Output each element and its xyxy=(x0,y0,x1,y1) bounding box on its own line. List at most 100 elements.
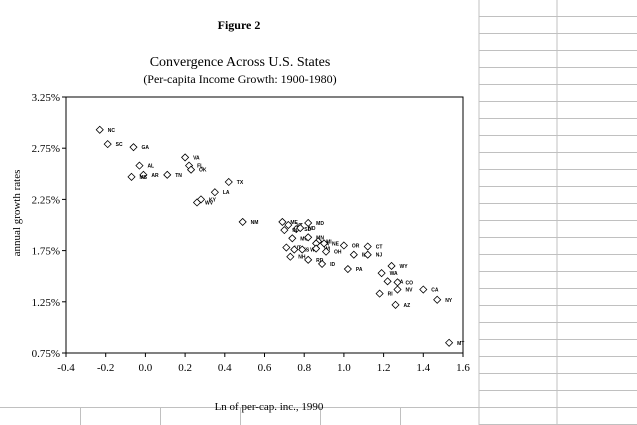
data-point-marker xyxy=(343,264,352,274)
x-axis: -0.4 -0.2 0.0 0.2 0.4 0.6 0.8 1.0 1.2 1.4 1.6 xyxy=(57,353,470,374)
data-point-label: CO xyxy=(405,280,413,286)
data-point-marker xyxy=(419,285,428,294)
data-point-marker xyxy=(296,224,305,233)
data-point-label: MN xyxy=(316,235,324,241)
data-point-label: SD xyxy=(304,227,311,233)
data-point-marker xyxy=(304,218,313,228)
data-point-label: IL xyxy=(362,253,366,259)
data-point-marker xyxy=(278,217,287,226)
data-point-label: NE xyxy=(332,241,340,247)
data-point-marker xyxy=(284,220,293,230)
y-tick-label: 2.75% xyxy=(32,143,60,155)
chart-title: Convergence Across U.S. States xyxy=(150,55,331,70)
data-point-label: VA xyxy=(193,155,200,161)
data-point-marker xyxy=(288,234,297,243)
data-point-label: WA xyxy=(390,271,398,277)
data-point-marker xyxy=(238,217,247,226)
x-tick-label: 1.6 xyxy=(456,362,470,374)
data-point-marker xyxy=(210,188,219,197)
data-point-label: NY xyxy=(445,298,453,304)
data-point-marker xyxy=(186,165,196,174)
data-point-label: FL xyxy=(197,164,203,170)
data-point-marker xyxy=(135,161,144,170)
data-point-marker xyxy=(181,153,190,162)
data-point-label: NV xyxy=(405,288,413,294)
data-point-label: IN xyxy=(292,228,297,234)
data-point-marker xyxy=(298,245,307,254)
data-point-marker xyxy=(433,295,442,304)
data-point-marker xyxy=(387,261,396,271)
data-point-marker xyxy=(103,140,112,149)
chart-subtitle: (Per-capita Income Growth: 1900-1980) xyxy=(143,72,336,86)
x-tick-label: 0.6 xyxy=(258,362,272,374)
data-point-label: MS xyxy=(140,175,148,181)
data-point-label: WV xyxy=(205,200,214,206)
data-point-label: PA xyxy=(356,267,363,273)
y-tick-label: 1.25% xyxy=(32,297,60,309)
data-point-marker xyxy=(317,259,327,268)
data-point-marker xyxy=(224,177,233,187)
data-point-marker xyxy=(304,233,313,242)
figure-label: Figure 2 xyxy=(218,18,261,32)
x-tick-label: 0.8 xyxy=(297,362,311,374)
data-point-label: CA xyxy=(431,288,439,294)
x-tick-label: 0.4 xyxy=(218,362,232,374)
data-point-label: NM xyxy=(251,220,259,226)
data-point-label: MI xyxy=(326,239,332,245)
data-point-label: NC xyxy=(108,128,116,134)
data-point-label: NJ xyxy=(376,253,383,259)
x-tick-label: -0.4 xyxy=(57,362,75,374)
data-point-marker xyxy=(363,242,372,251)
x-tick-label: 1.2 xyxy=(377,362,391,374)
data-point-label: OK xyxy=(199,168,207,174)
data-point-label: KY xyxy=(209,197,217,203)
y-tick-label: 2.25% xyxy=(32,194,60,206)
scatter-points: NCSCGAALARMSTNVAFLOKTXLAKYWVNMMEVTSDNDIN… xyxy=(95,125,464,347)
y-axis: 0.75% 1.25% 1.75% 2.25% 2.75% 3.25% xyxy=(32,92,66,360)
data-point-label: AR xyxy=(151,173,159,179)
data-point-marker xyxy=(129,143,138,152)
y-axis-label: annual growth rates xyxy=(11,170,23,257)
data-point-marker xyxy=(363,250,372,259)
data-point-marker xyxy=(286,252,295,261)
data-point-label: ND xyxy=(308,226,316,232)
x-tick-label: 0.0 xyxy=(139,362,153,374)
data-point-marker xyxy=(319,239,329,248)
data-point-label: MD xyxy=(316,221,324,227)
data-point-label: UT xyxy=(294,246,301,252)
data-point-marker xyxy=(375,289,384,298)
data-point-marker xyxy=(282,243,291,252)
data-point-label: OH xyxy=(334,250,342,256)
data-point-marker xyxy=(163,170,172,179)
data-point-marker xyxy=(321,247,331,256)
data-point-marker xyxy=(312,244,321,253)
data-point-marker xyxy=(383,277,392,286)
plot-frame xyxy=(65,96,464,354)
data-point-label: TX xyxy=(237,180,244,186)
data-point-label: TN xyxy=(175,173,182,179)
data-point-label: LA xyxy=(223,190,230,196)
x-axis-label: Ln of per-cap. inc., 1990 xyxy=(215,401,324,413)
x-tick-label: -0.2 xyxy=(97,362,114,374)
data-point-label: AZ xyxy=(404,303,411,309)
data-point-marker xyxy=(290,245,299,254)
data-point-label: GA xyxy=(141,145,149,151)
data-point-marker xyxy=(192,198,202,207)
data-point-label: OR xyxy=(352,243,360,249)
data-point-marker xyxy=(339,241,348,250)
x-tick-label: 0.2 xyxy=(178,362,192,374)
data-point-label: WY xyxy=(400,264,409,270)
data-point-marker xyxy=(393,285,402,294)
y-tick-label: 3.25% xyxy=(32,92,60,104)
data-point-marker xyxy=(139,170,148,179)
data-point-marker xyxy=(377,269,386,278)
data-point-label: MT xyxy=(457,341,464,347)
data-point-label: ID xyxy=(330,262,335,268)
data-point-label: RD xyxy=(316,258,324,264)
y-tick-label: 1.75% xyxy=(32,246,60,258)
data-point-marker xyxy=(391,300,400,309)
data-point-marker xyxy=(349,250,358,259)
data-point-label: NH xyxy=(298,255,306,261)
